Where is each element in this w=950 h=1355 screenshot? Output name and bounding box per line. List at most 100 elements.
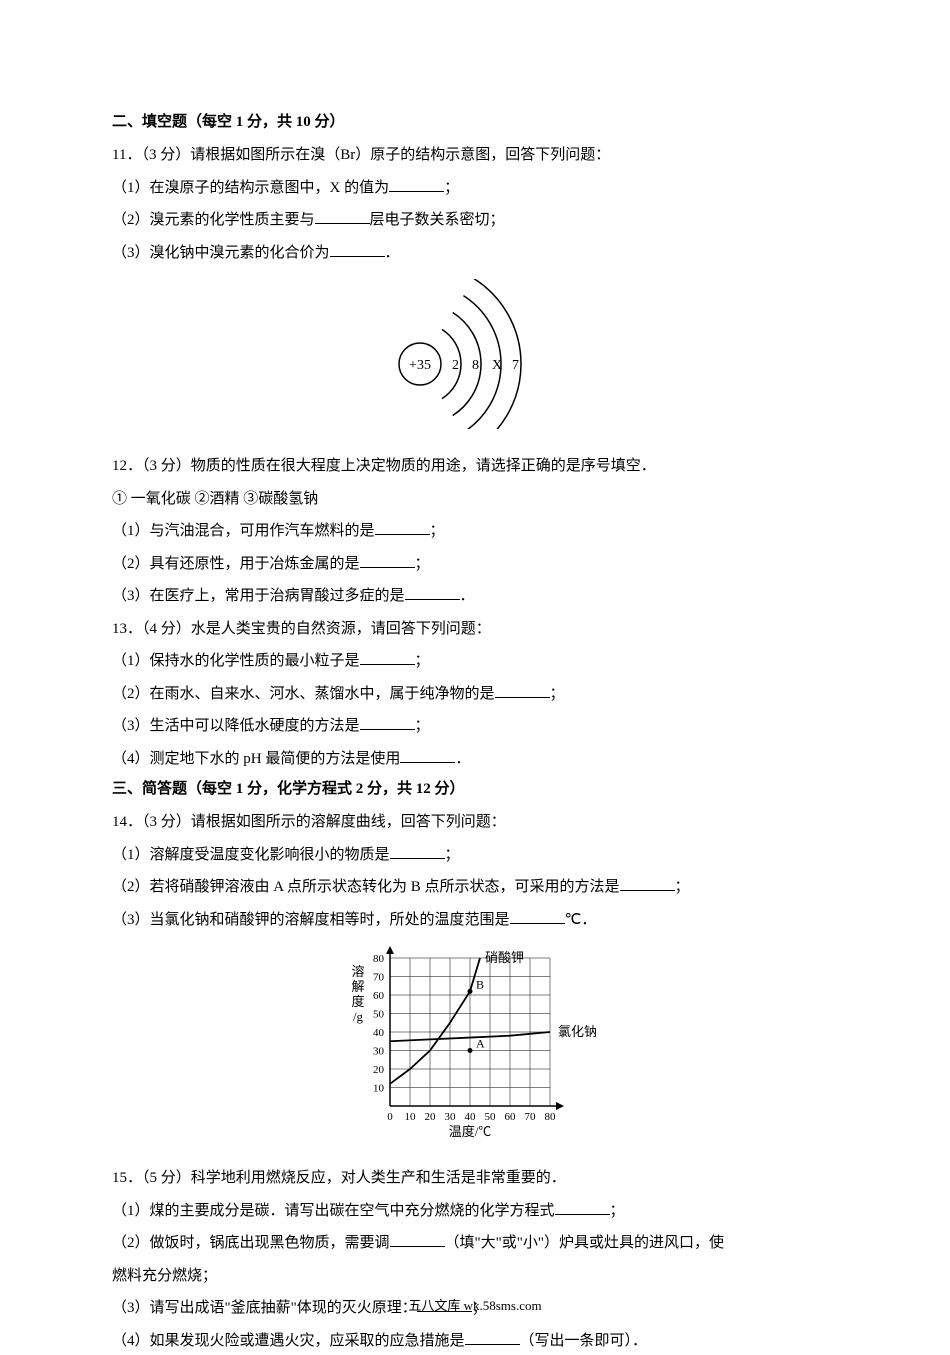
svg-text:50: 50	[485, 1111, 497, 1123]
blank	[389, 177, 444, 192]
svg-text:50: 50	[373, 1009, 385, 1021]
svg-text:20: 20	[373, 1064, 385, 1076]
blank	[405, 585, 460, 600]
blank	[510, 909, 565, 924]
svg-text:/g: /g	[353, 1009, 364, 1024]
q11-p2b: 层电子数关系密切；	[370, 212, 505, 228]
q12-intro: 12．（3 分）物质的性质在很大程度上决定物质的用途，请选择正确的是序号填空．	[112, 452, 838, 481]
blank	[360, 650, 415, 665]
svg-text:20: 20	[425, 1111, 437, 1123]
q14-p1-suffix: ；	[445, 847, 460, 863]
svg-text:A: A	[476, 1037, 485, 1051]
blank	[315, 209, 370, 224]
svg-text:B: B	[476, 977, 484, 991]
blank	[375, 520, 430, 535]
q14-p3: （3）当氯化钠和硝酸钾的溶解度相等时，所处的温度范围是℃．	[112, 906, 838, 935]
q12-options: ① 一氧化碳 ②酒精 ③碳酸氢钠	[112, 485, 838, 514]
svg-text:7: 7	[512, 358, 519, 373]
svg-text:+35: +35	[409, 358, 431, 373]
q15-p4-text: （4）如果发现火险或遭遇火灾，应采取的应急措施是	[112, 1333, 465, 1349]
q15-p4: （4）如果发现火险或遭遇火灾，应采取的应急措施是（写出一条即可）．	[112, 1327, 838, 1355]
q12-p2-suffix: ；	[415, 556, 430, 572]
svg-text:溶: 溶	[351, 964, 364, 979]
q12-p1-text: （1）与汽油混合，可用作汽车燃料的是	[112, 523, 375, 539]
q11-p3-suffix: ．	[385, 245, 400, 261]
q12-p1-suffix: ；	[430, 523, 445, 539]
q12-p3: （3）在医疗上，常用于治病胃酸过多症的是．	[112, 582, 838, 611]
q15-p1-suffix: ；	[610, 1203, 625, 1219]
q14-p3-suffix: ℃．	[565, 912, 597, 928]
q15-p1-text: （1）煤的主要成分是碳．请写出碳在空气中充分燃烧的化学方程式	[112, 1203, 555, 1219]
blank	[360, 553, 415, 568]
blank	[495, 683, 550, 698]
q13-p3: （3）生活中可以降低水硬度的方法是；	[112, 712, 838, 741]
q11-p3-text: （3）溴化钠中溴元素的化合价为	[112, 245, 330, 261]
blank	[620, 876, 675, 891]
q12-p3-suffix: ．	[460, 588, 475, 604]
q13-p2-text: （2）在雨水、自来水、河水、蒸馏水中，属于纯净物的是	[112, 686, 495, 702]
svg-text:度: 度	[351, 994, 364, 1009]
q11-p2: （2）溴元素的化学性质主要与 层电子数关系密切；	[112, 206, 838, 235]
q14-p1: （1）溶解度受温度变化影响很小的物质是 ；	[112, 841, 838, 870]
q13-p2: （2）在雨水、自来水、河水、蒸馏水中，属于纯净物的是 ；	[112, 680, 838, 709]
footer: 五八文库 wk.58sms.com	[0, 1295, 950, 1314]
q15-p2-line1: （2）做饭时，锅底出现黑色物质，需要调 （填"大"或"小"）炉具或灶具的进风口，使	[112, 1229, 838, 1258]
q13-p1: （1）保持水的化学性质的最小粒子是 ；	[112, 647, 838, 676]
q11-p1: （1）在溴原子的结构示意图中，X 的值为 ；	[112, 174, 838, 203]
svg-text:80: 80	[373, 953, 385, 965]
q14-p2-suffix: ；	[675, 879, 690, 895]
q13-p1-text: （1）保持水的化学性质的最小粒子是	[112, 653, 360, 669]
q11-p2a: （2）溴元素的化学性质主要与	[112, 212, 315, 228]
q13-p2-suffix: ；	[550, 686, 565, 702]
solubility-chart: 010203040506070801020304050607080溶解度/g温度…	[112, 946, 838, 1146]
svg-text:X: X	[492, 358, 502, 373]
svg-text:70: 70	[373, 972, 385, 984]
q14-p2: （2）若将硝酸钾溶液由 A 点所示状态转化为 B 点所示状态，可采用的方法是 ；	[112, 873, 838, 902]
blank	[360, 715, 415, 730]
svg-text:10: 10	[373, 1083, 385, 1095]
svg-text:氯化钠: 氯化钠	[558, 1024, 597, 1039]
svg-text:30: 30	[445, 1111, 457, 1123]
q13-p4: （4）测定地下水的 pH 最简便的方法是使用 ．	[112, 745, 838, 774]
q14-intro: 14．（3 分）请根据如图所示的溶解度曲线，回答下列问题：	[112, 808, 838, 837]
svg-text:0: 0	[387, 1111, 393, 1123]
q15-p2-line2: 燃料充分燃烧；	[112, 1262, 838, 1291]
q11-p1-text: （1）在溴原子的结构示意图中，X 的值为	[112, 180, 389, 196]
blank	[555, 1200, 610, 1215]
q15-p1: （1）煤的主要成分是碳．请写出碳在空气中充分燃烧的化学方程式 ；	[112, 1197, 838, 1226]
q11-p1-suffix: ；	[444, 180, 459, 196]
svg-text:2: 2	[452, 358, 459, 373]
svg-text:40: 40	[465, 1111, 477, 1123]
svg-text:80: 80	[545, 1111, 557, 1123]
svg-text:解: 解	[351, 979, 364, 994]
q13-p4-suffix: ．	[455, 751, 470, 767]
svg-text:8: 8	[472, 358, 479, 373]
atom-diagram: +35 28X7	[112, 279, 838, 434]
q15-p2a: （2）做饭时，锅底出现黑色物质，需要调	[112, 1235, 390, 1251]
blank	[390, 844, 445, 859]
svg-text:60: 60	[505, 1111, 517, 1123]
svg-text:10: 10	[405, 1111, 417, 1123]
q12-p2-text: （2）具有还原性，用于冶炼金属的是	[112, 556, 360, 572]
svg-text:硝酸钾: 硝酸钾	[485, 950, 524, 965]
svg-text:60: 60	[373, 990, 385, 1002]
q14-p2-text: （2）若将硝酸钾溶液由 A 点所示状态转化为 B 点所示状态，可采用的方法是	[112, 879, 620, 895]
q12-p1: （1）与汽油混合，可用作汽车燃料的是 ；	[112, 517, 838, 546]
blank	[400, 748, 455, 763]
svg-text:温度/℃: 温度/℃	[449, 1124, 492, 1139]
q13-p4-text: （4）测定地下水的 pH 最简便的方法是使用	[112, 751, 400, 767]
q13-p1-suffix: ；	[415, 653, 430, 669]
q13-p3-text: （3）生活中可以降低水硬度的方法是	[112, 718, 360, 734]
section3-header: 三、简答题（每空 1 分，化学方程式 2 分，共 12 分）	[112, 777, 838, 798]
blank	[330, 242, 385, 257]
q11-p3: （3）溴化钠中溴元素的化合价为 ．	[112, 239, 838, 268]
q15-p2b: （填"大"或"小"）炉具或灶具的进风口，使	[445, 1235, 725, 1251]
svg-text:70: 70	[525, 1111, 537, 1123]
q11-intro: 11．（3 分）请根据如图所示在溴（Br）原子的结构示意图，回答下列问题：	[112, 141, 838, 170]
blank	[465, 1330, 520, 1345]
q14-p1-text: （1）溶解度受温度变化影响很小的物质是	[112, 847, 390, 863]
q12-p2: （2）具有还原性，用于冶炼金属的是 ；	[112, 550, 838, 579]
q15-intro: 15．（5 分）科学地利用燃烧反应，对人类生产和生活是非常重要的．	[112, 1164, 838, 1193]
section2-header: 二、填空题（每空 1 分，共 10 分）	[112, 110, 838, 131]
blank	[390, 1232, 445, 1247]
